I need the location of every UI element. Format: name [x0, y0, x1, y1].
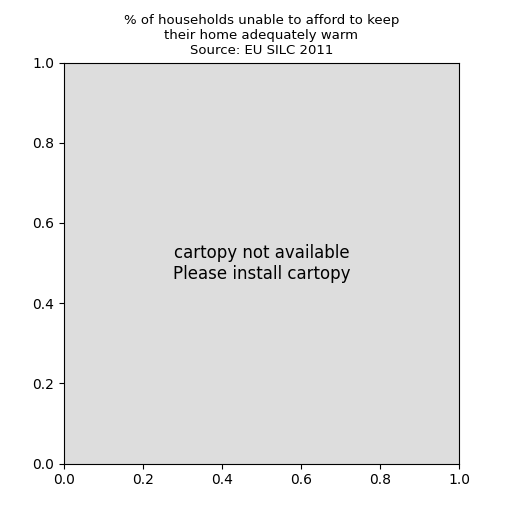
Title: % of households unable to afford to keep
their home adequately warm
Source: EU S: % of households unable to afford to keep… — [124, 14, 398, 57]
Text: cartopy not available
Please install cartopy: cartopy not available Please install car… — [172, 244, 350, 282]
